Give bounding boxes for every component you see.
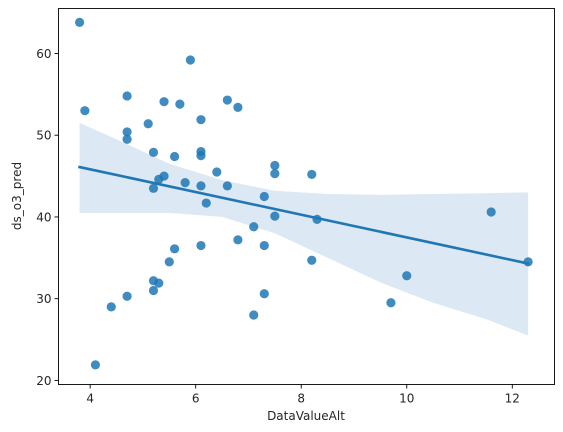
data-point xyxy=(402,271,412,281)
plot-frame xyxy=(58,8,555,385)
data-point xyxy=(196,181,206,191)
data-point xyxy=(259,240,269,251)
data-point xyxy=(75,17,85,27)
data-point xyxy=(159,97,169,107)
data-point xyxy=(154,278,164,288)
data-point xyxy=(249,222,259,232)
data-point xyxy=(201,198,211,208)
data-point xyxy=(148,285,159,296)
data-point xyxy=(90,360,101,370)
data-point xyxy=(233,102,243,113)
data-point xyxy=(307,255,317,265)
x-axis-label: DataValueAlt xyxy=(267,409,345,423)
data-point xyxy=(249,310,259,320)
data-point xyxy=(270,169,280,179)
data-point xyxy=(169,151,180,162)
x-tick-label: 4 xyxy=(86,392,94,406)
data-point xyxy=(122,291,132,301)
data-point xyxy=(159,171,169,181)
data-point xyxy=(169,244,180,254)
y-axis-label: ds_o3_pred xyxy=(10,162,24,230)
data-point xyxy=(196,151,206,161)
x-tick-label: 12 xyxy=(505,392,520,406)
y-tick-label: 50 xyxy=(36,129,51,143)
data-point xyxy=(143,119,153,129)
data-point xyxy=(196,240,206,251)
y-tick-label: 30 xyxy=(36,292,51,306)
data-point xyxy=(212,167,222,177)
data-point xyxy=(259,191,269,202)
data-point xyxy=(222,95,232,105)
data-point xyxy=(270,211,280,221)
data-point xyxy=(106,302,116,312)
regression-line xyxy=(78,165,530,266)
data-point xyxy=(148,147,159,157)
data-point xyxy=(196,115,206,125)
data-point xyxy=(270,160,280,171)
data-point xyxy=(164,257,174,267)
data-point xyxy=(122,134,132,144)
data-point xyxy=(175,99,185,109)
x-tick-label: 10 xyxy=(399,392,414,406)
data-point xyxy=(180,178,190,188)
x-tick-label: 8 xyxy=(297,392,305,406)
data-point xyxy=(259,289,269,299)
data-point xyxy=(222,181,232,191)
data-point xyxy=(307,169,317,180)
data-point xyxy=(233,235,243,245)
data-point xyxy=(122,91,132,101)
data-point xyxy=(185,55,196,65)
data-point xyxy=(486,207,496,217)
data-point xyxy=(386,298,396,308)
confidence-band xyxy=(79,122,529,336)
x-tick-label: 6 xyxy=(192,392,200,406)
data-point xyxy=(80,106,90,116)
y-tick-label: 40 xyxy=(36,210,51,224)
y-tick-label: 20 xyxy=(36,374,51,388)
data-point xyxy=(148,183,159,193)
data-point xyxy=(122,127,132,137)
y-tick-label: 60 xyxy=(36,47,51,61)
